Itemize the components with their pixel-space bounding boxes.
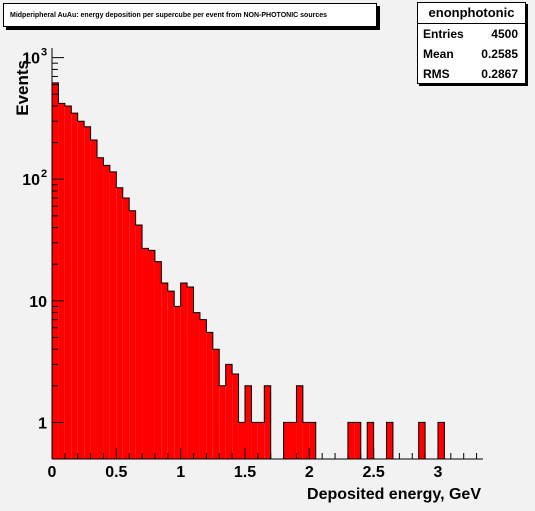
rms-label: RMS: [423, 67, 450, 81]
histogram-bar: [77, 121, 85, 459]
histogram-bar: [283, 422, 291, 459]
histogram-bar: [161, 283, 168, 459]
x-tick-label: 1.5: [234, 464, 256, 481]
histogram-bar: [244, 385, 252, 459]
histogram-bar: [264, 385, 271, 459]
x-tick-label: 0.5: [105, 464, 127, 481]
stats-row-rms: RMS 0.2867: [418, 64, 525, 84]
mean-value: 0.2585: [481, 47, 518, 61]
histogram-bar: [174, 306, 181, 459]
y-tick-label: 10: [22, 172, 40, 189]
histogram-bar: [187, 286, 194, 459]
histogram-bar: [135, 225, 143, 459]
chart-title: Midperipheral AuAu: energy deposition pe…: [10, 11, 327, 19]
histogram-bar: [418, 422, 426, 459]
histogram-bar: [232, 374, 239, 459]
axes: [51, 48, 483, 460]
histogram-bar: [142, 248, 149, 459]
histogram-bar: [129, 210, 136, 459]
histogram-bar: [354, 422, 361, 459]
y-tick-exponent: 3: [41, 47, 47, 59]
y-tick-label: 10: [29, 294, 47, 311]
histogram-outline: [51, 82, 483, 460]
x-tick-label: 3: [434, 464, 443, 481]
y-axis-label: Events: [13, 60, 32, 116]
histogram-bar: [212, 349, 220, 459]
histogram-bar: [71, 113, 78, 460]
entries-label: Entries: [423, 27, 464, 41]
chart-title-box: Midperipheral AuAu: energy deposition pe…: [3, 3, 377, 27]
histogram-bar: [199, 319, 207, 459]
histogram-bar: [367, 422, 374, 459]
histogram-bar: [58, 103, 65, 460]
histogram-bar: [90, 140, 98, 459]
x-tick-label: 2.5: [363, 464, 385, 481]
histogram-bar: [109, 171, 117, 459]
histogram-bar: [206, 332, 213, 459]
y-tick-exponent: 2: [41, 168, 47, 180]
histogram-bars: [51, 82, 483, 460]
stats-box: enonphotonic Entries 4500 Mean 0.2585 RM…: [417, 2, 526, 84]
histogram-bar: [84, 126, 91, 459]
histogram-bar: [193, 312, 200, 459]
rms-value: 0.2867: [481, 67, 518, 81]
histogram-bar: [257, 422, 265, 459]
histogram-bar: [116, 187, 123, 460]
x-axis-label: Deposited energy, GeV: [307, 486, 481, 503]
histogram-bar: [386, 422, 393, 459]
histogram-bar: [148, 250, 155, 459]
histogram-bar: [52, 82, 59, 459]
histogram-bar: [219, 385, 226, 459]
x-tick-label: 0: [48, 464, 57, 481]
histogram-bar: [302, 422, 310, 459]
stats-title: enonphotonic: [418, 3, 525, 24]
stats-row-entries: Entries 4500: [418, 24, 525, 44]
histogram-bar: [97, 157, 104, 459]
histogram-bar: [437, 422, 445, 459]
entries-value: 4500: [491, 27, 518, 41]
y-tick-label: 10: [22, 51, 40, 68]
histogram-bar: [225, 364, 233, 459]
x-tick-label: 1: [176, 464, 185, 481]
stats-row-mean: Mean 0.2585: [418, 44, 525, 64]
y-tick-label: 1: [38, 415, 47, 432]
histogram-bar: [154, 261, 162, 459]
histogram-bar: [180, 283, 188, 459]
histogram-bar: [122, 198, 130, 459]
mean-label: Mean: [423, 47, 454, 61]
x-tick-label: 2: [305, 464, 314, 481]
histogram-bar: [347, 422, 355, 459]
histogram-bar: [103, 165, 110, 459]
histogram-bar: [251, 422, 258, 459]
histogram-bar: [64, 106, 72, 460]
histogram-bar: [290, 422, 297, 459]
histogram-bar: [309, 422, 316, 459]
histogram-bar: [238, 422, 245, 459]
histogram-bar: [167, 291, 175, 459]
histogram-bar: [296, 385, 303, 459]
